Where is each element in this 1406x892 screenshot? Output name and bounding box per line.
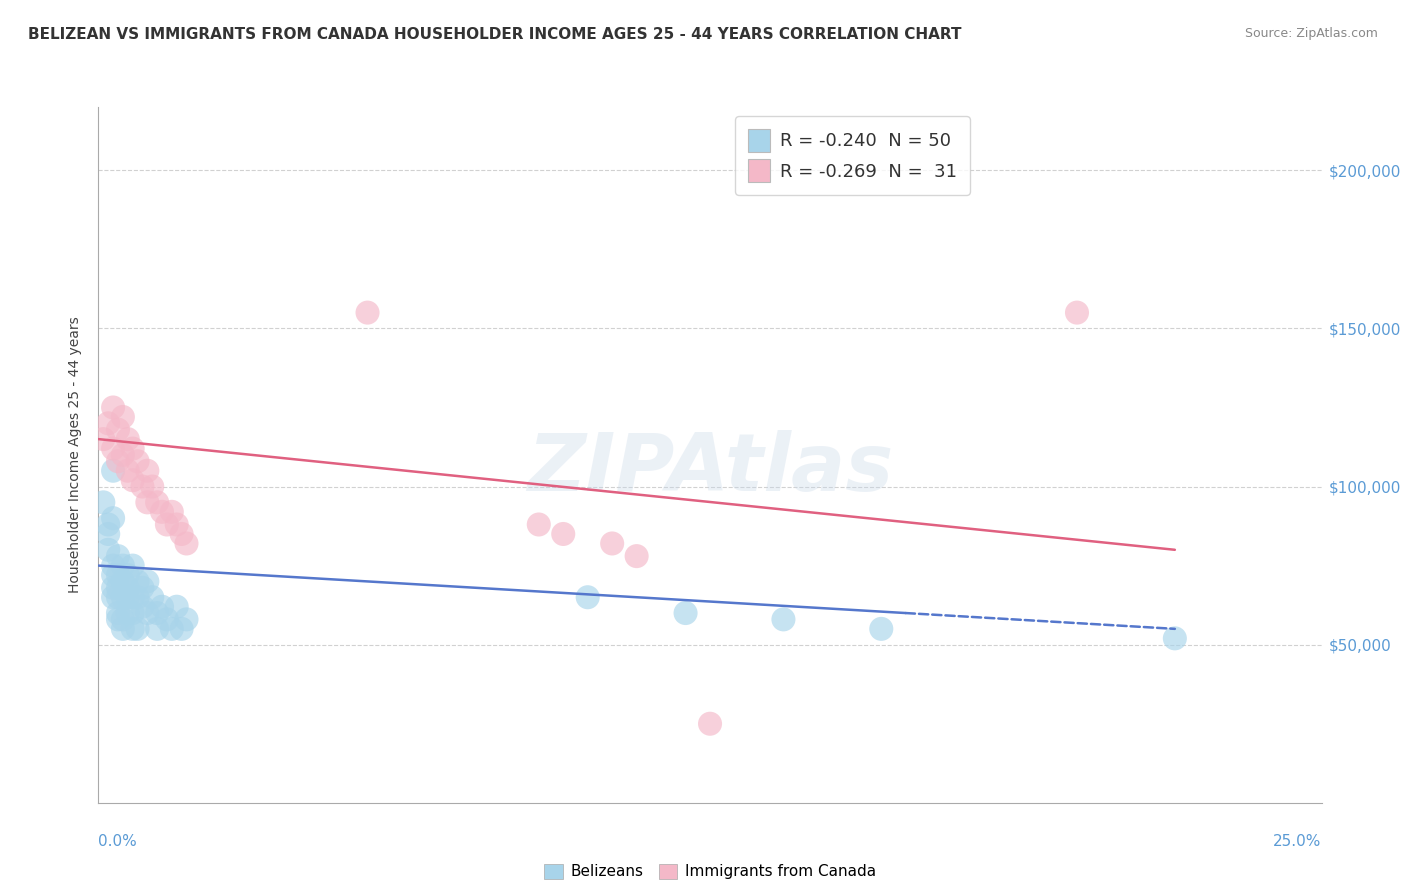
Point	[121, 558, 143, 573]
Point	[156, 517, 179, 532]
Point	[121, 606, 143, 620]
Point	[127, 574, 149, 589]
Point	[97, 527, 120, 541]
Point	[121, 622, 143, 636]
Text: 0.0%: 0.0%	[98, 834, 138, 849]
Point	[107, 581, 129, 595]
Point	[107, 606, 129, 620]
Point	[127, 591, 149, 605]
Text: 25.0%: 25.0%	[1274, 834, 1322, 849]
Point	[356, 305, 378, 319]
Point	[870, 622, 893, 636]
Point	[146, 606, 169, 620]
Point	[1164, 632, 1187, 646]
Point	[101, 442, 124, 456]
Text: ZIPAtlas: ZIPAtlas	[527, 430, 893, 508]
Point	[527, 517, 550, 532]
Text: Source: ZipAtlas.com: Source: ZipAtlas.com	[1244, 27, 1378, 40]
Text: BELIZEAN VS IMMIGRANTS FROM CANADA HOUSEHOLDER INCOME AGES 25 - 44 YEARS CORRELA: BELIZEAN VS IMMIGRANTS FROM CANADA HOUSE…	[28, 27, 962, 42]
Point	[131, 599, 153, 614]
Point	[111, 409, 134, 424]
Point	[101, 464, 124, 478]
Point	[160, 622, 183, 636]
Point	[117, 606, 139, 620]
Point	[136, 574, 159, 589]
Point	[101, 591, 124, 605]
Point	[553, 527, 575, 541]
Point	[107, 568, 129, 582]
Point	[101, 558, 124, 573]
Point	[117, 591, 139, 605]
Point	[97, 542, 120, 557]
Point	[101, 401, 124, 415]
Point	[626, 549, 648, 563]
Point	[107, 549, 129, 563]
Point	[117, 568, 139, 582]
Point	[111, 574, 134, 589]
Point	[121, 473, 143, 487]
Point	[675, 606, 697, 620]
Point	[170, 527, 193, 541]
Point	[97, 417, 120, 431]
Point	[1066, 305, 1088, 319]
Point	[121, 591, 143, 605]
Point	[107, 454, 129, 468]
Point	[121, 442, 143, 456]
Point	[111, 448, 134, 462]
Point	[127, 454, 149, 468]
Point	[127, 622, 149, 636]
Point	[107, 423, 129, 437]
Point	[107, 612, 129, 626]
Point	[111, 591, 134, 605]
Point	[91, 432, 114, 446]
Point	[111, 622, 134, 636]
Point	[101, 568, 124, 582]
Point	[131, 479, 153, 493]
Point	[176, 536, 198, 550]
Point	[176, 612, 198, 626]
Point	[576, 591, 599, 605]
Point	[136, 464, 159, 478]
Point	[600, 536, 623, 550]
Point	[117, 464, 139, 478]
Point	[141, 591, 163, 605]
Y-axis label: Householder Income Ages 25 - 44 years: Householder Income Ages 25 - 44 years	[69, 317, 83, 593]
Point	[146, 495, 169, 509]
Point	[111, 612, 134, 626]
Point	[117, 432, 139, 446]
Point	[166, 517, 188, 532]
Point	[699, 716, 721, 731]
Point	[97, 517, 120, 532]
Point	[150, 599, 173, 614]
Point	[101, 581, 124, 595]
Point	[107, 591, 129, 605]
Point	[131, 581, 153, 595]
Point	[141, 479, 163, 493]
Point	[91, 495, 114, 509]
Point	[156, 612, 179, 626]
Point	[136, 495, 159, 509]
Point	[136, 606, 159, 620]
Legend: R = -0.240  N = 50, R = -0.269  N =  31: R = -0.240 N = 50, R = -0.269 N = 31	[735, 116, 970, 195]
Point	[160, 505, 183, 519]
Point	[111, 558, 134, 573]
Point	[166, 599, 188, 614]
Point	[150, 505, 173, 519]
Point	[101, 511, 124, 525]
Point	[772, 612, 794, 626]
Point	[146, 622, 169, 636]
Point	[170, 622, 193, 636]
Point	[117, 581, 139, 595]
